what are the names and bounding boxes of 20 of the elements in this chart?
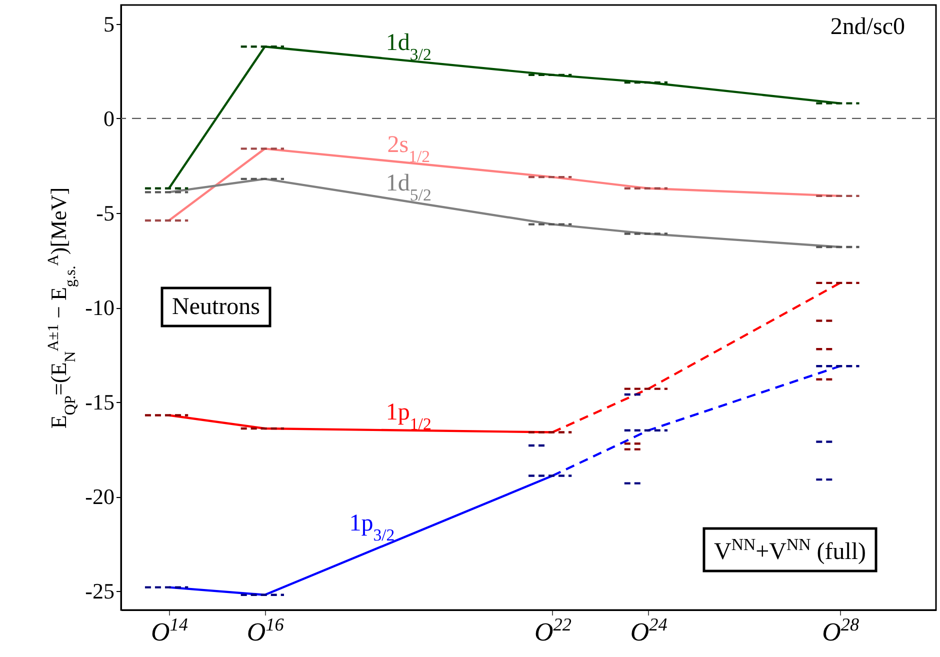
x-tick-label: O$^{14}$ <box>150 614 188 646</box>
y-tick-label: 0 <box>104 106 114 131</box>
y-tick-label: -25 <box>85 578 114 604</box>
x-tick-label: O$^{24}$ <box>630 614 668 646</box>
x-tick-label: O$^{28}$ <box>822 614 860 646</box>
y-tick-label: 5 <box>104 11 114 36</box>
x-tick-label: O$^{22}$ <box>534 614 572 646</box>
annotation: Neutrons <box>172 294 260 320</box>
series-label: 1p$_{3/2}$ <box>349 510 395 544</box>
y-tick-label: -10 <box>85 295 114 320</box>
annotation: 2nd/sc0 <box>830 14 905 40</box>
series-label: 1d$_{5/2}$ <box>386 170 432 204</box>
series-label: 2s$_{1/2}$ <box>387 132 430 166</box>
y-tick-label: -5 <box>96 200 114 226</box>
series-label: 1p$_{1/2}$ <box>386 399 432 433</box>
annotation: V$^{NN}$+V$^{NN}$ (full) <box>714 534 866 565</box>
y-tick-label: -20 <box>85 484 114 510</box>
y-tick-label: -15 <box>85 390 114 415</box>
x-tick-label: O$^{16}$ <box>246 614 284 646</box>
series-label: 1d$_{3/2}$ <box>386 30 432 64</box>
